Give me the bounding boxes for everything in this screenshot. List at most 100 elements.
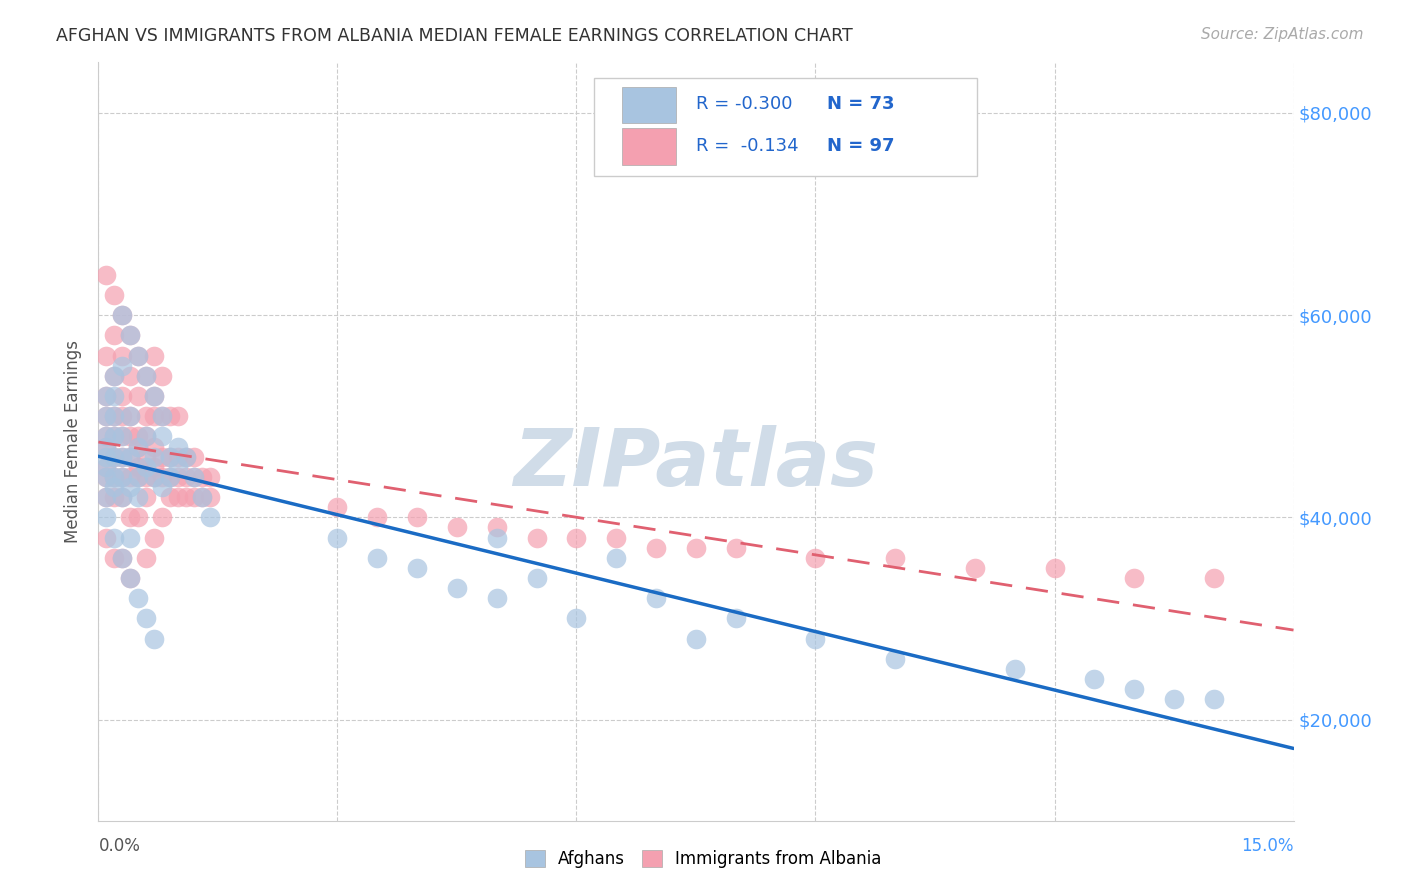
Point bbox=[103, 368, 125, 383]
Point bbox=[96, 409, 118, 424]
Point bbox=[111, 470, 134, 484]
Point bbox=[96, 389, 118, 403]
Point bbox=[103, 328, 125, 343]
Point bbox=[446, 520, 468, 534]
Point bbox=[103, 490, 125, 504]
Point bbox=[485, 591, 508, 606]
Point bbox=[111, 490, 134, 504]
Point bbox=[485, 520, 508, 534]
Point bbox=[1123, 571, 1146, 585]
Point bbox=[96, 429, 118, 443]
Point bbox=[96, 440, 118, 454]
Point bbox=[159, 470, 181, 484]
Point bbox=[174, 490, 197, 504]
Point bbox=[159, 409, 181, 424]
Point bbox=[135, 450, 157, 464]
Point bbox=[127, 490, 149, 504]
Point bbox=[96, 349, 118, 363]
Point bbox=[150, 368, 173, 383]
Point bbox=[143, 470, 166, 484]
Point bbox=[724, 541, 747, 555]
Point bbox=[645, 591, 668, 606]
Point bbox=[198, 510, 221, 524]
Point bbox=[150, 429, 173, 443]
Point bbox=[127, 510, 149, 524]
Point bbox=[120, 571, 142, 585]
Legend: Afghans, Immigrants from Albania: Afghans, Immigrants from Albania bbox=[517, 843, 889, 875]
Point bbox=[120, 450, 142, 464]
Point bbox=[111, 308, 134, 322]
Point bbox=[183, 450, 205, 464]
Point bbox=[159, 450, 181, 464]
Point bbox=[143, 632, 166, 646]
Point bbox=[150, 409, 173, 424]
Point bbox=[103, 450, 125, 464]
Point bbox=[183, 470, 205, 484]
Point bbox=[884, 550, 907, 565]
Point bbox=[143, 470, 166, 484]
Text: R =  -0.134: R = -0.134 bbox=[696, 136, 799, 155]
Point bbox=[111, 409, 134, 424]
Point bbox=[103, 429, 125, 443]
Point bbox=[135, 409, 157, 424]
Point bbox=[127, 440, 149, 454]
Point bbox=[645, 541, 668, 555]
Point bbox=[103, 470, 125, 484]
Point bbox=[127, 429, 149, 443]
Point bbox=[103, 409, 125, 424]
Point bbox=[191, 470, 214, 484]
Point bbox=[127, 591, 149, 606]
Point bbox=[111, 359, 134, 373]
Point bbox=[111, 429, 134, 443]
Point bbox=[96, 531, 118, 545]
Text: N = 97: N = 97 bbox=[827, 136, 896, 155]
Point bbox=[127, 440, 149, 454]
Point bbox=[96, 389, 118, 403]
Point bbox=[120, 531, 142, 545]
Point bbox=[167, 490, 190, 504]
Point bbox=[150, 470, 173, 484]
FancyBboxPatch shape bbox=[621, 128, 676, 165]
Point bbox=[191, 490, 214, 504]
Point bbox=[103, 288, 125, 302]
Text: N = 73: N = 73 bbox=[827, 95, 896, 113]
Point bbox=[96, 409, 118, 424]
Point bbox=[167, 470, 190, 484]
Point bbox=[96, 490, 118, 504]
Point bbox=[111, 308, 134, 322]
Point bbox=[96, 459, 118, 474]
Point bbox=[446, 581, 468, 595]
Point bbox=[120, 328, 142, 343]
Point bbox=[111, 490, 134, 504]
Point bbox=[605, 550, 627, 565]
Point bbox=[174, 470, 197, 484]
Y-axis label: Median Female Earnings: Median Female Earnings bbox=[65, 340, 83, 543]
Point bbox=[96, 470, 118, 484]
Point bbox=[111, 349, 134, 363]
FancyBboxPatch shape bbox=[621, 87, 676, 123]
Point bbox=[143, 450, 166, 464]
Point bbox=[103, 409, 125, 424]
Point bbox=[135, 429, 157, 443]
Point bbox=[120, 571, 142, 585]
Point bbox=[159, 470, 181, 484]
Point bbox=[111, 429, 134, 443]
Point bbox=[685, 632, 707, 646]
Point bbox=[174, 450, 197, 464]
Point bbox=[150, 480, 173, 494]
Point bbox=[127, 459, 149, 474]
Point bbox=[565, 611, 588, 625]
Point bbox=[127, 349, 149, 363]
Point bbox=[111, 550, 134, 565]
Point bbox=[103, 368, 125, 383]
Point bbox=[804, 550, 827, 565]
Point bbox=[485, 531, 508, 545]
Point bbox=[526, 571, 548, 585]
Point bbox=[150, 510, 173, 524]
Point bbox=[111, 550, 134, 565]
Point bbox=[565, 531, 588, 545]
Point bbox=[143, 389, 166, 403]
Point bbox=[724, 611, 747, 625]
Point bbox=[96, 459, 118, 474]
Point bbox=[120, 368, 142, 383]
